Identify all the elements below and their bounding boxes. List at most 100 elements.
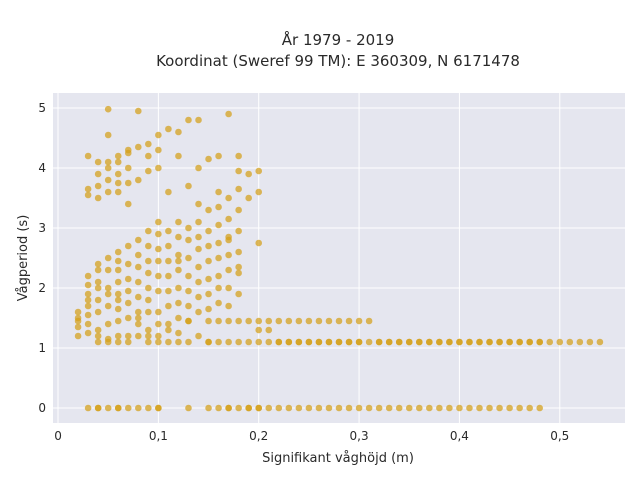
data-point <box>345 338 353 346</box>
data-point <box>325 338 333 346</box>
data-point <box>155 272 162 280</box>
data-point <box>114 404 122 412</box>
data-point <box>185 338 192 346</box>
y-tick-labels: 0 1 2 3 4 5 <box>38 101 46 415</box>
y-tick-label: 5 <box>38 101 46 115</box>
data-point <box>195 278 202 286</box>
data-point <box>84 320 92 328</box>
data-point <box>536 404 544 412</box>
data-point <box>225 338 232 346</box>
data-point <box>185 404 192 412</box>
y-tick-label: 4 <box>38 161 46 175</box>
data-point <box>295 338 303 346</box>
data-point <box>145 308 152 316</box>
data-point <box>84 185 92 193</box>
data-point <box>155 146 162 154</box>
data-point <box>205 257 212 265</box>
data-point <box>355 338 363 346</box>
data-point <box>74 308 82 316</box>
data-point <box>155 320 162 328</box>
data-point <box>124 332 132 340</box>
data-point <box>124 164 132 172</box>
data-point <box>175 257 182 265</box>
data-point <box>195 332 202 340</box>
data-point <box>205 227 212 235</box>
data-point <box>104 164 112 172</box>
data-point <box>235 269 242 277</box>
data-point <box>215 221 222 229</box>
data-point <box>175 218 182 226</box>
data-point <box>496 404 503 412</box>
data-point <box>436 338 443 346</box>
data-point <box>265 326 273 334</box>
data-point <box>325 317 333 325</box>
data-point <box>375 404 383 412</box>
data-point <box>114 170 122 178</box>
data-point <box>315 317 323 325</box>
data-point <box>195 308 202 316</box>
data-point <box>124 314 132 322</box>
data-point <box>205 155 212 163</box>
data-point <box>114 290 122 298</box>
data-point <box>235 206 242 214</box>
data-point <box>145 152 152 160</box>
data-point <box>405 338 413 346</box>
data-point <box>104 266 112 274</box>
data-point <box>365 317 373 325</box>
data-point <box>185 302 192 310</box>
data-point <box>104 338 112 346</box>
data-point <box>134 143 142 151</box>
data-point <box>145 140 152 148</box>
data-point <box>536 338 544 346</box>
data-point <box>84 281 92 289</box>
data-point <box>114 179 122 187</box>
data-point <box>405 404 413 412</box>
data-point <box>145 242 152 250</box>
data-point <box>104 158 112 166</box>
data-point <box>315 338 323 346</box>
data-point <box>155 404 162 412</box>
x-axis-label: Signifikant våghöjd (m) <box>262 451 414 466</box>
data-point <box>134 293 142 301</box>
chart-subtitle: Koordinat (Sweref 99 TM): E 360309, N 61… <box>156 52 520 70</box>
data-point <box>134 107 142 115</box>
data-point <box>145 332 152 340</box>
data-point <box>215 239 222 247</box>
data-point <box>134 278 142 286</box>
data-point <box>235 227 242 235</box>
data-point <box>285 404 293 412</box>
data-point <box>165 287 172 295</box>
data-point <box>275 404 283 412</box>
data-point <box>225 194 232 202</box>
data-point <box>155 230 162 238</box>
data-point <box>275 338 283 346</box>
data-point <box>245 338 252 346</box>
data-point <box>165 320 172 328</box>
data-point <box>305 317 313 325</box>
data-point <box>285 317 293 325</box>
data-point <box>355 404 363 412</box>
data-point <box>94 194 102 202</box>
data-point <box>114 305 122 313</box>
data-point <box>84 311 92 319</box>
data-point <box>185 254 192 262</box>
data-point <box>84 302 92 310</box>
data-point <box>305 404 313 412</box>
data-point <box>225 266 232 274</box>
data-point <box>225 215 232 223</box>
data-point <box>295 317 303 325</box>
data-point <box>255 326 263 334</box>
data-point <box>145 338 152 346</box>
data-point <box>345 317 353 325</box>
data-point <box>145 284 152 292</box>
data-point <box>205 290 212 298</box>
data-point <box>134 236 142 244</box>
data-point <box>516 338 523 346</box>
data-point <box>225 110 232 118</box>
data-point <box>225 302 232 310</box>
data-point <box>114 257 122 265</box>
data-point <box>596 338 604 346</box>
data-point <box>74 332 82 340</box>
data-point <box>185 182 192 190</box>
